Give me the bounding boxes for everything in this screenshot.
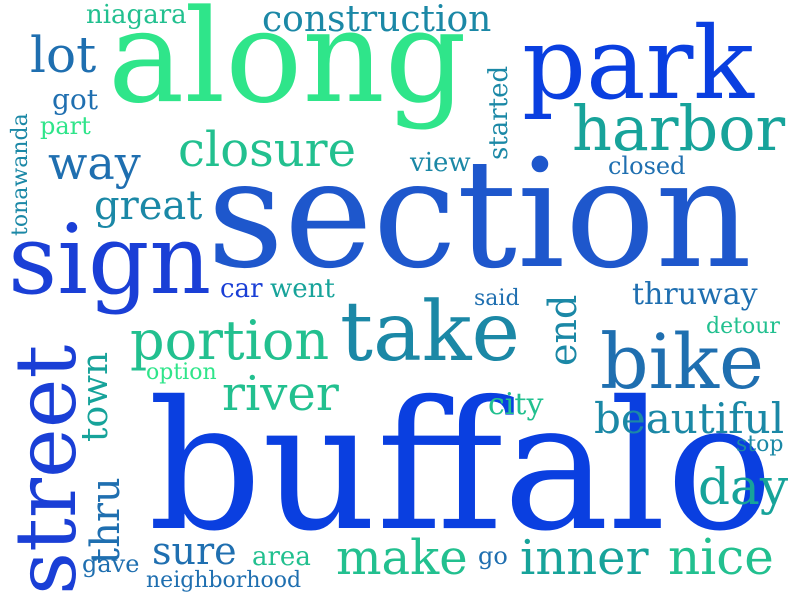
word-construction: construction (262, 0, 492, 40)
word-section: section (207, 128, 752, 302)
word-beautiful: beautiful (594, 394, 785, 443)
word-take: take (340, 285, 521, 380)
word-lot: lot (30, 26, 97, 84)
word-make: make (336, 530, 468, 586)
word-view: view (410, 148, 471, 178)
word-along: along (108, 0, 467, 132)
word-closure: closure (178, 122, 357, 178)
word-sign: sign (8, 204, 212, 316)
word-tonawanda: tonawanda (8, 113, 33, 236)
word-car: car (220, 274, 263, 304)
word-city: city (488, 387, 544, 422)
word-gave: gave (82, 550, 140, 578)
word-part: part (40, 112, 91, 140)
word-stop: stop (736, 432, 784, 457)
word-sure: sure (152, 529, 237, 573)
word-neighborhood: neighborhood (146, 568, 302, 593)
word-option: option (146, 360, 217, 385)
word-park: park (522, 5, 755, 122)
word-started: started (484, 65, 514, 160)
word-go: go (478, 542, 508, 570)
word-buffalo: buffalo (148, 363, 774, 570)
word-niagara: niagara (86, 0, 187, 30)
word-river: river (222, 366, 339, 422)
word-harbor: harbor (572, 92, 786, 165)
word-day: day (698, 458, 789, 516)
word-got: got (52, 83, 99, 116)
word-inner: inner (520, 530, 649, 586)
word-bike: bike (600, 317, 764, 406)
word-said: said (474, 286, 520, 311)
word-nice: nice (668, 528, 774, 586)
word-closed: closed (608, 152, 686, 180)
word-great: great (94, 183, 203, 229)
word-way: way (48, 136, 141, 190)
word-area: area (252, 542, 311, 572)
word-end: end (541, 294, 585, 366)
word-town: town (75, 351, 116, 442)
word-portion: portion (130, 309, 330, 372)
word-thruway: thruway (632, 277, 758, 312)
word-detour: detour (706, 314, 780, 339)
word-went: went (270, 274, 335, 304)
